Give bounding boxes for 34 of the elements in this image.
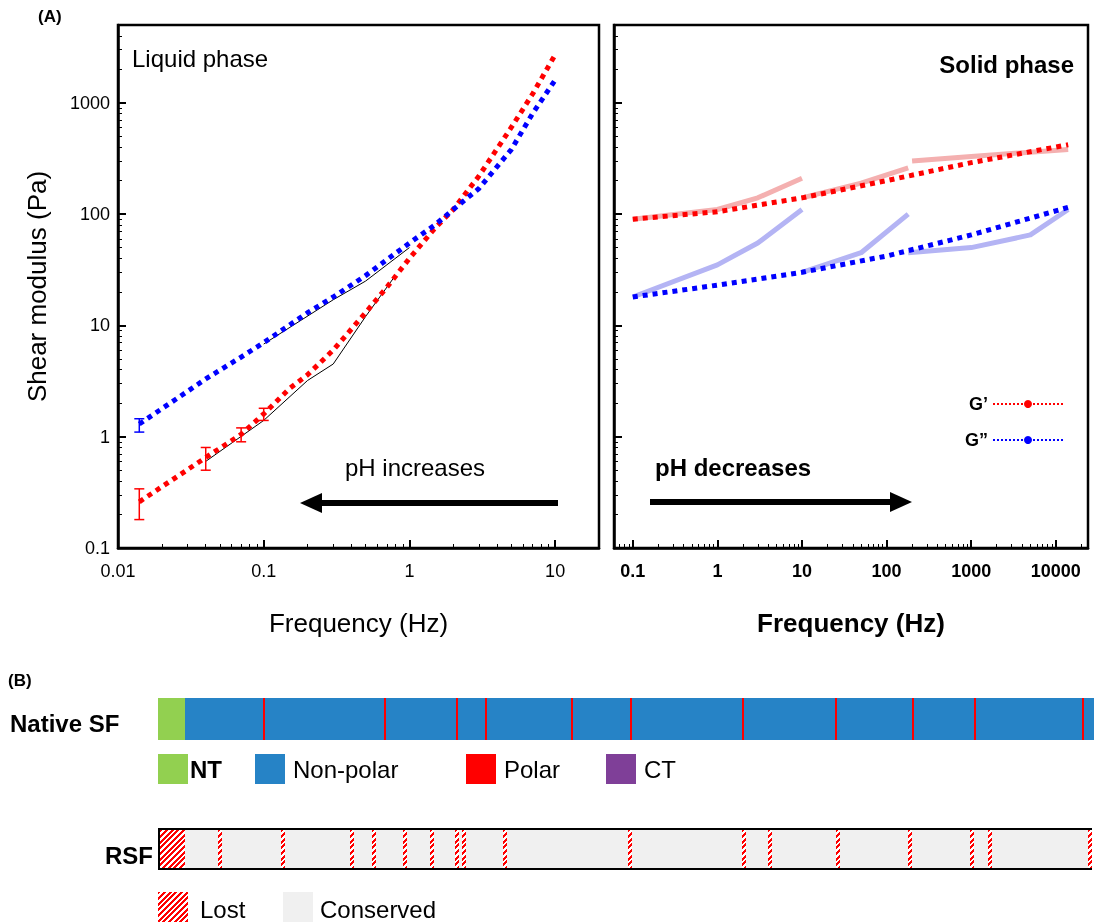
text: Polar bbox=[504, 756, 561, 783]
text: NT bbox=[190, 756, 222, 783]
text: Native SF bbox=[10, 710, 120, 737]
legend-label: G” bbox=[964, 430, 988, 450]
y-tick-label: 1 bbox=[99, 426, 110, 447]
x-tick-label: 1 bbox=[712, 561, 723, 581]
x-axis-title: Frequency (Hz) bbox=[757, 608, 945, 638]
y-tick-label: 1000 bbox=[69, 92, 110, 113]
annotation: Liquid phase bbox=[132, 44, 269, 72]
text: RSF bbox=[105, 842, 153, 869]
x-tick-label: 0.1 bbox=[620, 561, 646, 581]
y-tick-label: 10 bbox=[89, 315, 110, 336]
text: Conserved bbox=[320, 896, 437, 923]
x-tick-label: 1000 bbox=[951, 561, 992, 581]
y-tick-label: 0.1 bbox=[84, 538, 110, 558]
annotation: pH decreases bbox=[655, 453, 812, 481]
x-tick-label: 100 bbox=[871, 561, 902, 581]
x-axis-title: Frequency (Hz) bbox=[268, 608, 449, 638]
text: CT bbox=[644, 756, 676, 783]
text: Non-polar bbox=[293, 756, 399, 783]
text: (A) bbox=[38, 7, 62, 26]
x-tick-label: 10 bbox=[545, 561, 566, 581]
x-tick-label: 0.1 bbox=[251, 561, 277, 581]
y-axis-title: Shear modulus (Pa) bbox=[22, 170, 52, 403]
text: Lost bbox=[200, 896, 246, 923]
y-tick-label: 100 bbox=[79, 204, 110, 225]
x-tick-label: 0.01 bbox=[100, 561, 136, 581]
x-tick-label: 10000 bbox=[1030, 561, 1081, 581]
x-tick-label: 10 bbox=[791, 561, 813, 581]
annotation: pH increases bbox=[345, 453, 486, 481]
legend-label: G’ bbox=[968, 394, 988, 414]
annotation: Solid phase bbox=[939, 50, 1075, 78]
text: (B) bbox=[8, 671, 32, 690]
x-tick-label: 1 bbox=[404, 561, 415, 581]
